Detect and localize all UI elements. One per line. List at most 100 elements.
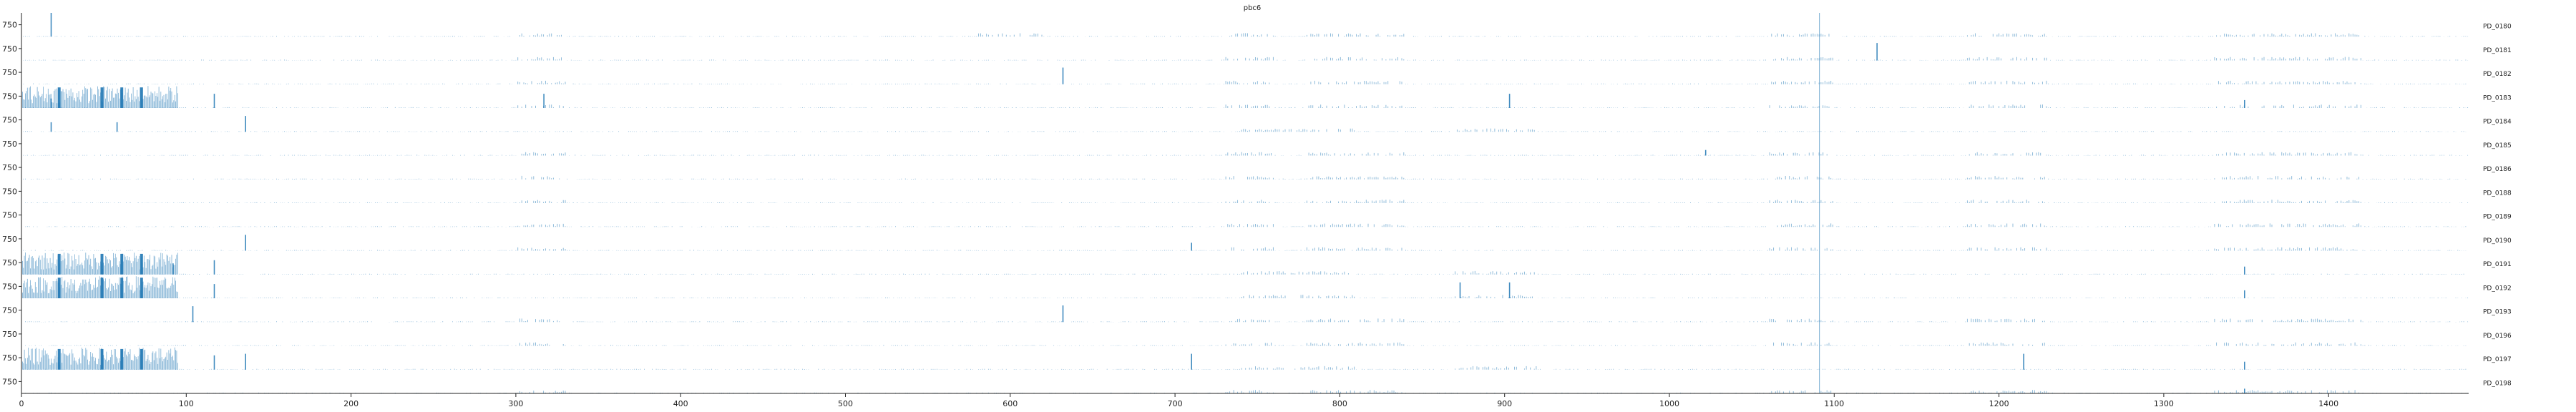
x-tick-label: 800 [1332,399,1347,408]
series-row [21,43,2469,61]
x-tick-label: 1400 [2318,399,2338,408]
y-tick-label: 750 [2,44,17,54]
series-texture [21,295,2469,298]
series-label: PD_0180 [2483,24,2512,31]
y-tick-label: 750 [2,68,17,77]
series-row [21,252,2464,275]
y-tick-label: 750 [2,282,17,291]
series-dense-bar [57,87,61,108]
series-row [23,13,2469,37]
series-row [21,86,2469,108]
series-row [21,276,2469,298]
series-row [23,175,2467,180]
series-row [21,223,2467,227]
series-dense-bar [100,87,104,108]
series-dense-region [21,252,178,275]
series-texture [21,318,2469,323]
series-texture [21,200,2469,203]
y-tick-label: 750 [2,163,17,172]
series-label: PD_0189 [2483,214,2512,221]
x-tick-label: 1000 [1659,399,1679,408]
y-tick-label: 750 [2,258,17,268]
series-dense-region [21,276,178,298]
series-row [23,67,2467,84]
x-tick-label: 400 [673,399,688,408]
x-tick-label: 100 [179,399,194,408]
series-dense-bar [57,348,61,370]
x-tick-label: 200 [343,399,358,408]
y-tick-label: 750 [2,235,17,244]
series-label: PD_0191 [2483,261,2512,268]
y-tick-label: 750 [2,306,17,315]
series-label: PD_0197 [2483,356,2512,363]
x-tick-label: 0 [19,399,24,408]
series-row [23,149,2469,156]
series-dense-bar [140,253,143,275]
series-dense-bar [57,253,61,275]
series-texture [23,175,2467,180]
y-tick-label: 750 [2,187,17,196]
series-label: PD_0181 [2483,47,2512,54]
y-tick-label: 750 [2,116,17,125]
series-texture [23,80,2467,84]
series-texture [25,342,2467,346]
y-tick-label: 750 [2,92,17,101]
y-tick-label: 750 [2,377,17,386]
series-dense-bar [100,253,104,275]
series-dense-bar [120,253,124,275]
series-texture [21,366,2467,370]
y-tick-label: 750 [2,330,17,339]
series-label: PD_0196 [2483,333,2512,340]
series-label: PD_0184 [2483,119,2512,126]
series-texture [25,390,2469,393]
series-label: PD_0183 [2483,94,2512,102]
x-tick-label: 500 [838,399,853,408]
series-row [21,347,2467,370]
series-texture [21,57,2469,61]
y-tick-label: 750 [2,211,17,220]
series-dense-bar [120,87,124,108]
series-dense-region [21,86,178,108]
series-dense-bar [100,348,104,370]
series-row [25,342,2467,346]
series-dense-bar [140,278,143,298]
x-tick-label: 700 [1168,399,1183,408]
series-row [21,116,2467,132]
series-label: PD_0192 [2483,285,2512,292]
series-texture [23,104,2469,108]
chart-title: pbc6 [1244,4,1262,12]
axes-layer: 750 PD_0180 750 PD_0181 750 PD_0182 750 PD_0183… [2,13,2512,408]
series-label: PD_0186 [2483,166,2512,173]
y-tick-label: 750 [2,353,17,363]
series-texture [23,152,2469,156]
x-tick-label: 900 [1497,399,1512,408]
series-label: PD_0198 [2483,380,2512,387]
series-row [25,388,2469,393]
series-dense-region [21,347,178,370]
series-label: PD_0185 [2483,142,2512,149]
rows-layer [21,13,2469,393]
x-tick-label: 300 [508,399,523,408]
series-dense-bar [100,278,104,298]
y-tick-label: 750 [2,21,17,30]
series-texture [21,270,2464,275]
x-tick-label: 1200 [1989,399,2009,408]
series-row [21,200,2469,203]
x-tick-label: 1100 [1824,399,1844,408]
x-tick-label: 1300 [2154,399,2174,408]
series-row [23,235,2467,251]
series-dense-bar [120,278,124,298]
series-texture [21,223,2467,227]
series-dense-bar [140,87,143,108]
y-tick-label: 750 [2,139,17,149]
x-tick-label: 600 [1002,399,1018,408]
series-texture [21,128,2467,132]
series-label: PD_0182 [2483,71,2512,78]
series-dense-bar [140,348,143,370]
series-texture [23,33,2469,37]
series-label: PD_0193 [2483,309,2512,316]
series-row [21,305,2469,323]
series-label: PD_0190 [2483,237,2512,245]
series-label: PD_0188 [2483,190,2512,197]
